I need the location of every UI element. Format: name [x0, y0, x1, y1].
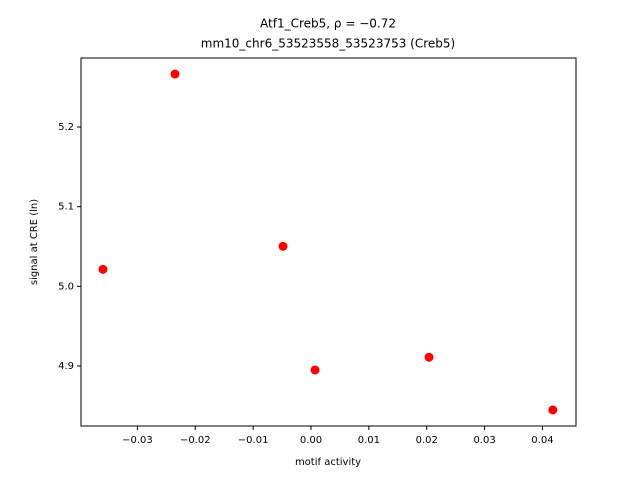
x-tick-label: −0.03 [122, 435, 153, 446]
x-tick-label: 0.00 [300, 435, 322, 446]
point [170, 69, 180, 79]
x-tick-label: −0.02 [180, 435, 211, 446]
chart-title: Atf1_Creb5, ρ = −0.72 [260, 17, 396, 31]
y-tick-label: 5.1 [58, 202, 74, 213]
plot-frame [80, 57, 577, 427]
point [278, 241, 288, 251]
x-tick-label: 0.03 [473, 435, 495, 446]
point [424, 352, 434, 362]
point [548, 405, 558, 415]
y-axis-label: signal at CRE (ln) [29, 199, 40, 285]
x-tick-label: 0.02 [416, 435, 438, 446]
chart-subtitle: mm10_chr6_53523558_53523753 (Creb5) [201, 37, 455, 51]
x-tick-label: 0.04 [531, 435, 553, 446]
x-axis-label: motif activity [295, 457, 361, 468]
x-tick-label: 0.01 [358, 435, 380, 446]
y-tick-label: 5.0 [58, 281, 74, 292]
y-tick-label: 5.2 [58, 122, 74, 133]
y-tick-label: 4.9 [58, 361, 74, 372]
point [310, 365, 320, 375]
point [98, 264, 108, 274]
x-tick-label: −0.01 [238, 435, 269, 446]
